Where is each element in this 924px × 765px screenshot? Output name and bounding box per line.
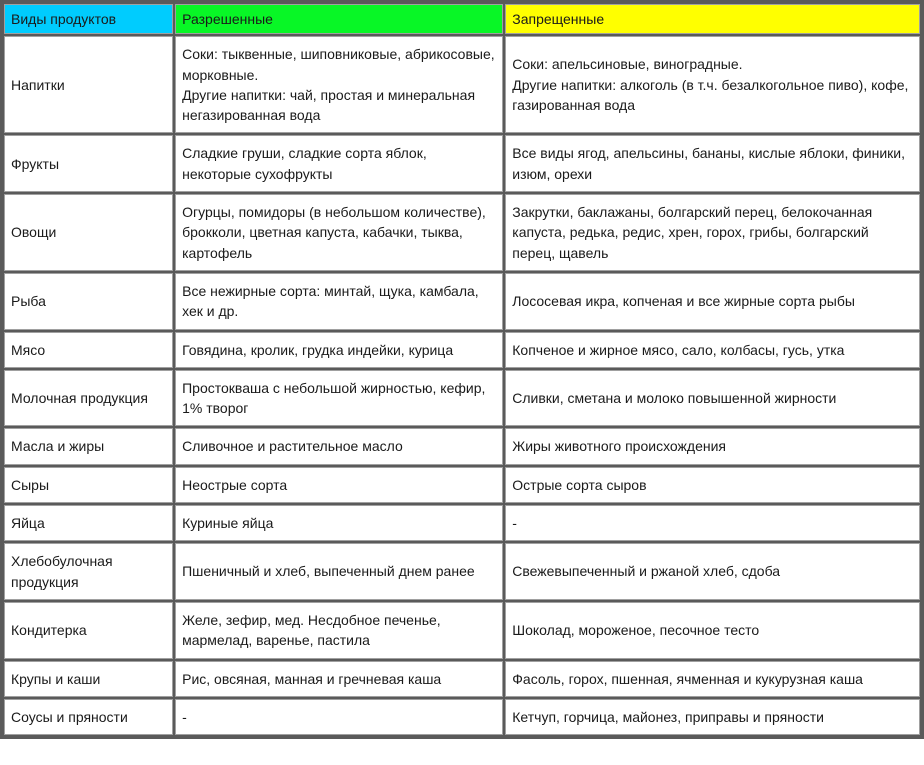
table-row: Крупы и каши Рис, овсяная, манная и греч… bbox=[4, 661, 920, 697]
cell-type: Овощи bbox=[4, 194, 173, 271]
cell-type: Кондитерка bbox=[4, 602, 173, 659]
cell-allow: Пшеничный и хлеб, выпеченный днем ранее bbox=[175, 543, 503, 600]
table-row: Соусы и пряности - Кетчуп, горчица, майо… bbox=[4, 699, 920, 735]
cell-deny: Острые сорта сыров bbox=[505, 467, 920, 503]
cell-deny: - bbox=[505, 505, 920, 541]
cell-allow: Простокваша с небольшой жирностью, кефир… bbox=[175, 370, 503, 427]
cell-deny: Шоколад, мороженое, песочное тесто bbox=[505, 602, 920, 659]
table-row: Молочная продукция Простокваша с небольш… bbox=[4, 370, 920, 427]
cell-type: Сыры bbox=[4, 467, 173, 503]
table-row: Овощи Огурцы, помидоры (в небольшом коли… bbox=[4, 194, 920, 271]
cell-deny: Жиры животного происхождения bbox=[505, 428, 920, 464]
cell-allow: Сливочное и растительное масло bbox=[175, 428, 503, 464]
table-row: Рыба Все нежирные сорта: минтай, щука, к… bbox=[4, 273, 920, 330]
table-row: Кондитерка Желе, зефир, мед. Несдобное п… bbox=[4, 602, 920, 659]
cell-allow: Куриные яйца bbox=[175, 505, 503, 541]
cell-allow: Сладкие груши, сладкие сорта яблок, неко… bbox=[175, 135, 503, 192]
cell-type: Молочная продукция bbox=[4, 370, 173, 427]
cell-deny: Сливки, сметана и молоко повышенной жирн… bbox=[505, 370, 920, 427]
table-row: НапиткиСоки: тыквенные, шиповниковые, аб… bbox=[4, 36, 920, 133]
cell-deny: Лососевая икра, копченая и все жирные со… bbox=[505, 273, 920, 330]
cell-type: Хлебобулочная продукция bbox=[4, 543, 173, 600]
cell-deny: Свежевыпеченный и ржаной хлеб, сдоба bbox=[505, 543, 920, 600]
cell-deny: Соки: апельсиновые, виноградные. Другие … bbox=[505, 36, 920, 133]
food-table: Виды продуктов Разрешенные Запрещенные Н… bbox=[0, 0, 924, 739]
cell-deny: Копченое и жирное мясо, сало, колбасы, г… bbox=[505, 332, 920, 368]
cell-allow: Соки: тыквенные, шиповниковые, абрикосов… bbox=[175, 36, 503, 133]
cell-allow: Желе, зефир, мед. Несдобное печенье, мар… bbox=[175, 602, 503, 659]
cell-allow: Рис, овсяная, манная и гречневая каша bbox=[175, 661, 503, 697]
cell-deny: Закрутки, баклажаны, болгарский перец, б… bbox=[505, 194, 920, 271]
cell-type: Фрукты bbox=[4, 135, 173, 192]
cell-type: Мясо bbox=[4, 332, 173, 368]
header-deny: Запрещенные bbox=[505, 4, 920, 34]
cell-type: Напитки bbox=[4, 36, 173, 133]
table-body: НапиткиСоки: тыквенные, шиповниковые, аб… bbox=[4, 36, 920, 735]
cell-deny: Кетчуп, горчица, майонез, приправы и пря… bbox=[505, 699, 920, 735]
table-row: Мясо Говядина, кролик, грудка индейки, к… bbox=[4, 332, 920, 368]
cell-type: Масла и жиры bbox=[4, 428, 173, 464]
cell-allow: Все нежирные сорта: минтай, щука, камбал… bbox=[175, 273, 503, 330]
header-row: Виды продуктов Разрешенные Запрещенные bbox=[4, 4, 920, 34]
cell-allow: Говядина, кролик, грудка индейки, курица bbox=[175, 332, 503, 368]
cell-type: Рыба bbox=[4, 273, 173, 330]
cell-type: Крупы и каши bbox=[4, 661, 173, 697]
table-row: Масла и жиры Сливочное и растительное ма… bbox=[4, 428, 920, 464]
cell-deny: Все виды ягод, апельсины, бананы, кислые… bbox=[505, 135, 920, 192]
table-row: Фрукты Сладкие груши, сладкие сорта ябло… bbox=[4, 135, 920, 192]
cell-deny: Фасоль, горох, пшенная, ячменная и кукур… bbox=[505, 661, 920, 697]
table-head: Виды продуктов Разрешенные Запрещенные bbox=[4, 4, 920, 34]
table-row: Сыры Неострые сорта Острые сорта сыров bbox=[4, 467, 920, 503]
cell-allow: - bbox=[175, 699, 503, 735]
table-row: Яйца Куриные яйца - bbox=[4, 505, 920, 541]
cell-allow: Огурцы, помидоры (в небольшом количестве… bbox=[175, 194, 503, 271]
header-type: Виды продуктов bbox=[4, 4, 173, 34]
cell-allow: Неострые сорта bbox=[175, 467, 503, 503]
cell-type: Соусы и пряности bbox=[4, 699, 173, 735]
header-allow: Разрешенные bbox=[175, 4, 503, 34]
cell-type: Яйца bbox=[4, 505, 173, 541]
table-row: Хлебобулочная продукция Пшеничный и хлеб… bbox=[4, 543, 920, 600]
